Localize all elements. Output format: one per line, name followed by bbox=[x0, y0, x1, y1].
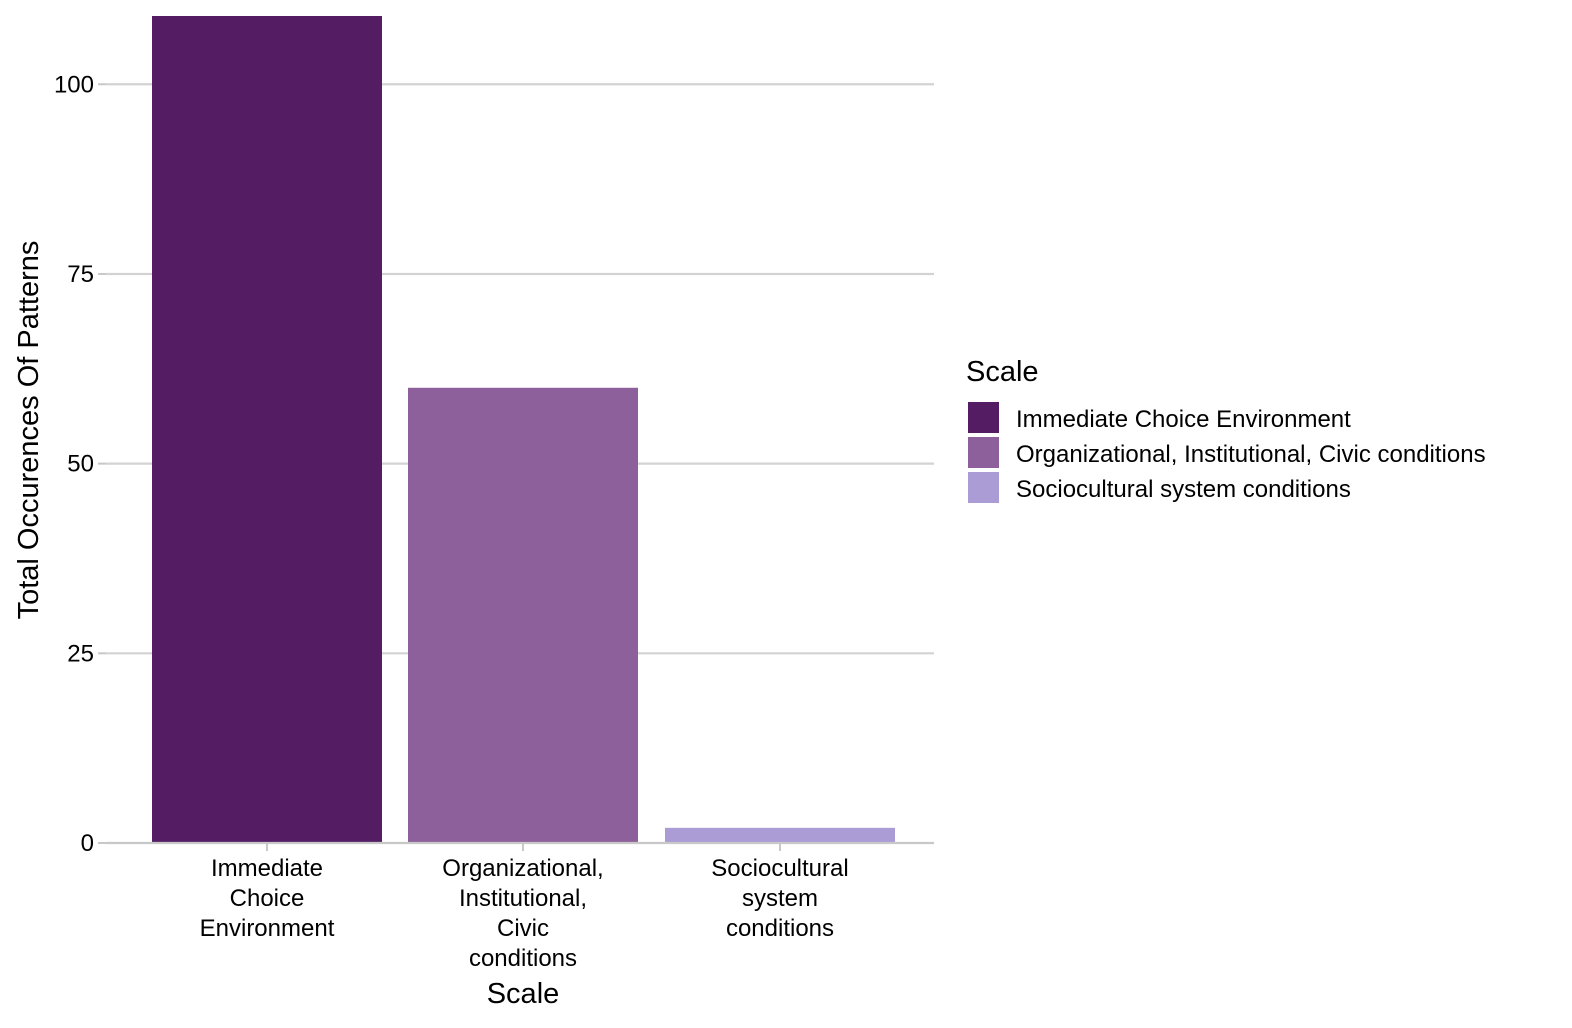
legend-label-2: Organizational, Institutional, Civic con… bbox=[1016, 441, 1486, 468]
x-axis-ticks: Immediate Choice Environment Organizational… bbox=[200, 843, 849, 972]
legend-label-1: Immediate Choice Environment bbox=[1016, 406, 1351, 433]
bars bbox=[152, 16, 895, 843]
legend-label-3: Sociocultural system conditions bbox=[1016, 476, 1351, 503]
y-tick-label: 100 bbox=[54, 71, 94, 98]
legend-swatch-1 bbox=[968, 402, 999, 433]
x-tick-label: Immediate Choice Environment bbox=[200, 855, 335, 942]
y-axis-ticks: 0 25 50 75 100 bbox=[54, 71, 106, 857]
x-axis-title: Scale bbox=[487, 978, 560, 1010]
y-axis-title: Total Occurences Of Patterns bbox=[13, 241, 45, 620]
y-tick-label: 50 bbox=[67, 451, 94, 478]
x-tick-label: Organizational, Institutional, Civic condit… bbox=[442, 855, 603, 972]
legend-swatch-3 bbox=[968, 472, 999, 503]
x-tick-label: Sociocultural system conditions bbox=[711, 855, 848, 942]
legend-title: Scale bbox=[966, 356, 1039, 388]
y-tick-label: 75 bbox=[67, 261, 94, 288]
legend-swatch-2 bbox=[968, 437, 999, 468]
bar-2 bbox=[408, 387, 638, 843]
legend-items: Immediate Choice Environment Organization… bbox=[968, 402, 1486, 503]
y-tick-label: 0 bbox=[81, 830, 94, 857]
y-tick-label: 25 bbox=[67, 640, 94, 667]
bar-1 bbox=[152, 16, 382, 843]
legend: Scale Immediate Choice Environment Organi… bbox=[966, 356, 1486, 503]
bar-3 bbox=[665, 827, 895, 843]
